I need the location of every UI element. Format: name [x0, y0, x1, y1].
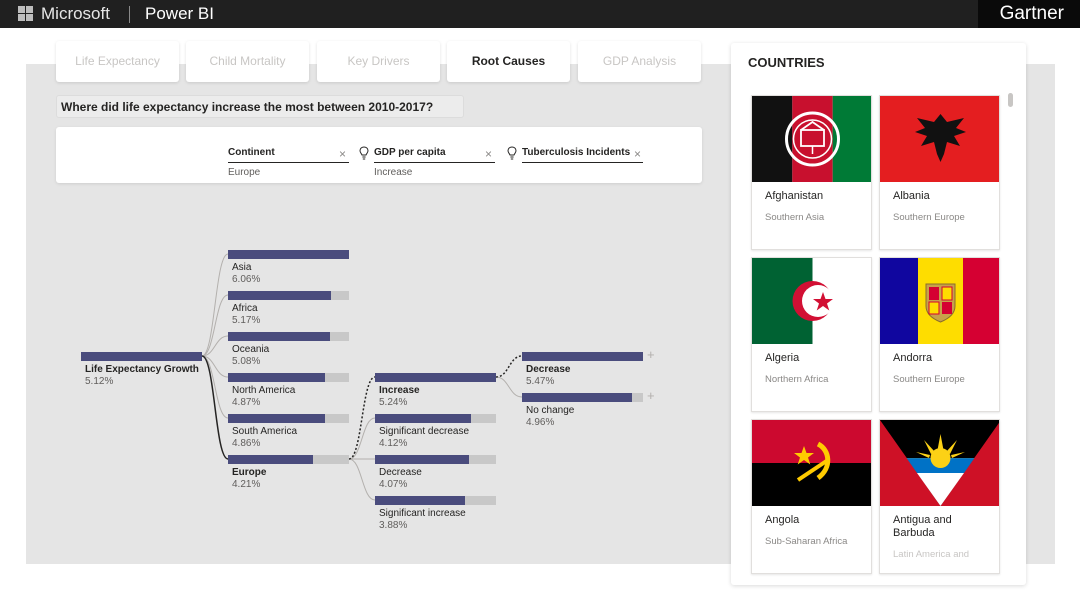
node-label: Oceania	[232, 344, 270, 355]
node-value: 6.06%	[232, 274, 261, 285]
node-value: 4.12%	[379, 438, 408, 449]
bar-fill	[228, 291, 331, 300]
node-label: Africa	[232, 303, 258, 314]
question-textbox[interactable]: Where did life expectancy increase the m…	[56, 95, 464, 118]
node-label: Europe	[232, 467, 267, 478]
node-value: 4.07%	[379, 479, 408, 490]
node-label: No change	[526, 405, 575, 416]
filter-tuberculosis[interactable]: Tuberculosis Incidents ×	[522, 147, 643, 167]
bar-fill	[522, 352, 643, 361]
bar-fill	[228, 455, 313, 464]
node-value: 5.24%	[379, 397, 408, 408]
country-region: Latin America and	[893, 549, 970, 560]
country-name: Angola	[765, 514, 800, 526]
country-name: Algeria	[765, 352, 800, 364]
country-name: Antigua and Barbuda	[893, 514, 952, 539]
tab-life-expectancy[interactable]: Life Expectancy	[56, 41, 179, 82]
country-name: Andorra	[893, 352, 933, 364]
scrollbar-track[interactable]	[1007, 93, 1013, 568]
node-value: 5.47%	[526, 376, 555, 387]
country-card-afghanistan[interactable]: Afghanistan Southern Asia	[751, 95, 872, 250]
node-label: Decrease	[379, 467, 422, 478]
close-icon[interactable]: ×	[634, 147, 642, 161]
node-label: Asia	[232, 262, 252, 273]
partner-name: Gartner	[999, 3, 1064, 24]
country-region: Sub-Saharan Africa	[765, 536, 848, 547]
filter-value: Increase	[374, 167, 413, 178]
node-value: 5.12%	[85, 376, 114, 387]
node-label: South America	[232, 426, 298, 437]
lightbulb-icon	[359, 146, 369, 160]
scrollbar-thumb[interactable]	[1008, 93, 1013, 107]
node-label: Life Expectancy Growth	[85, 364, 199, 375]
node-value: 4.86%	[232, 438, 261, 449]
bar-fill	[228, 414, 325, 423]
node-label: Significant decrease	[379, 426, 470, 437]
filter-gdp-per-capita[interactable]: GDP per capita Increase ×	[374, 147, 495, 178]
node-value: 4.21%	[232, 479, 261, 490]
filter-continent[interactable]: Continent Europe ×	[228, 147, 349, 178]
country-region: Southern Asia	[765, 212, 825, 223]
country-name: Afghanistan	[765, 190, 824, 202]
filter-name: Continent	[228, 147, 349, 163]
antigua-and-barbuda-flag-icon	[880, 420, 999, 506]
bar-fill	[228, 332, 330, 341]
countries-panel: COUNTRIES Afghanistan Southern Asia Alba…	[731, 43, 1026, 585]
node-value: 4.87%	[232, 397, 261, 408]
filter-value: Europe	[228, 167, 261, 178]
node-value: 5.17%	[232, 315, 261, 326]
node-label: Increase	[379, 385, 420, 396]
close-icon[interactable]: ×	[485, 147, 493, 161]
bar-fill	[228, 250, 349, 259]
panel-title: COUNTRIES	[748, 55, 825, 70]
country-card-angola[interactable]: Angola Sub-Saharan Africa	[751, 419, 872, 574]
node-label: North America	[232, 385, 296, 396]
country-card-andorra[interactable]: Andorra Southern Europe	[879, 257, 1000, 412]
tab-child-mortality[interactable]: Child Mortality	[186, 41, 309, 82]
filter-card: Continent Europe × GDP per capita Increa…	[56, 127, 702, 183]
brand-name: Microsoft	[41, 4, 110, 23]
country-region: Southern Europe	[893, 374, 965, 385]
close-icon[interactable]: ×	[339, 147, 347, 161]
albania-flag-icon	[880, 96, 999, 182]
tab-key-drivers[interactable]: Key Drivers	[317, 41, 440, 82]
country-region: Southern Europe	[893, 212, 965, 223]
bar-fill	[375, 496, 465, 505]
divider	[129, 6, 130, 23]
bar-fill	[375, 373, 496, 382]
node-value: 5.08%	[232, 356, 261, 367]
microsoft-logo-icon	[18, 6, 33, 21]
afghanistan-flag-icon	[752, 96, 871, 182]
filter-name: GDP per capita	[374, 147, 495, 163]
node-value: 4.96%	[526, 417, 555, 428]
bar-fill	[375, 455, 470, 464]
app-name: Power BI	[145, 4, 214, 23]
lightbulb-icon	[507, 146, 517, 160]
top-bar: Microsoft Power BI Gartner	[0, 0, 1080, 28]
tab-gdp-analysis[interactable]: GDP Analysis	[578, 41, 701, 82]
country-name: Albania	[893, 190, 930, 202]
country-region: Northern Africa	[765, 374, 829, 385]
filter-name: Tuberculosis Incidents	[522, 147, 643, 163]
country-card-antigua-and-barbuda[interactable]: Antigua and Barbuda Latin America and	[879, 419, 1000, 574]
node-label: Decrease	[526, 364, 571, 375]
angola-flag-icon	[752, 420, 871, 506]
node-label: Significant increase	[379, 508, 466, 519]
algeria-flag-icon	[752, 258, 871, 344]
bar-fill	[522, 393, 633, 402]
expand-plus-icon[interactable]: +	[647, 388, 655, 403]
partner-logo: Gartner	[978, 0, 1080, 28]
country-card-algeria[interactable]: Algeria Northern Africa	[751, 257, 872, 412]
node-value: 3.88%	[379, 520, 408, 531]
country-card-albania[interactable]: Albania Southern Europe	[879, 95, 1000, 250]
expand-plus-icon[interactable]: +	[647, 347, 655, 362]
tab-root-causes[interactable]: Root Causes	[447, 41, 570, 82]
bar-fill	[375, 414, 471, 423]
bar-fill	[81, 352, 202, 361]
bar-fill	[228, 373, 325, 382]
andorra-flag-icon	[880, 258, 999, 344]
